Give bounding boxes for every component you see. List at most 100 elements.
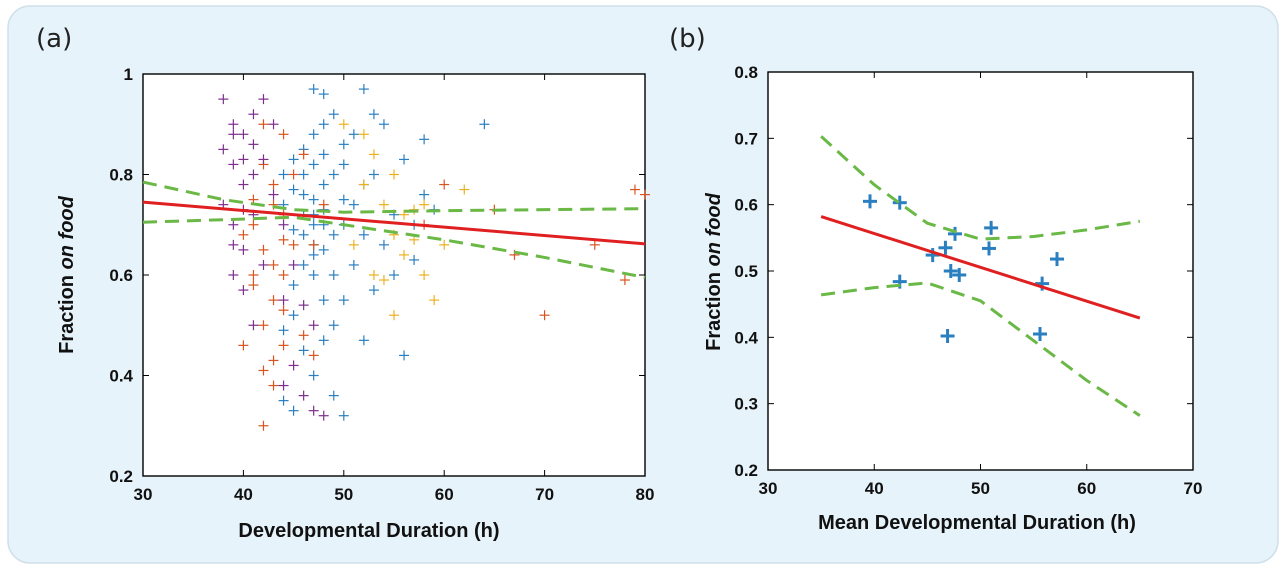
x-tick-label: 70 bbox=[1184, 479, 1203, 498]
data-point bbox=[268, 119, 279, 130]
x-tick-label: 40 bbox=[865, 479, 884, 498]
data-point bbox=[479, 119, 490, 130]
y-tick-label: 0.6 bbox=[109, 266, 133, 285]
data-point bbox=[318, 179, 329, 190]
data-point bbox=[308, 239, 319, 250]
data-point bbox=[308, 84, 319, 95]
y-tick-label: 0.3 bbox=[734, 395, 758, 414]
data-point bbox=[318, 295, 329, 306]
data-point bbox=[328, 109, 339, 120]
data-point bbox=[429, 295, 440, 306]
data-point bbox=[419, 270, 430, 280]
x-tick-label: 60 bbox=[435, 485, 454, 504]
x-tick-label: 30 bbox=[134, 485, 153, 504]
data-point bbox=[238, 340, 249, 351]
data-point bbox=[268, 259, 279, 270]
data-point bbox=[308, 129, 319, 140]
data-point bbox=[298, 149, 309, 160]
y-tick-label: 0.4 bbox=[734, 328, 758, 347]
x-axis-title-a: Developmental Duration (h) bbox=[238, 520, 499, 542]
data-point bbox=[378, 275, 389, 286]
y-tick-labels-b: 0.2 0.3 0.4 0.5 0.6 0.7 0.8 bbox=[734, 63, 1193, 480]
data-point bbox=[589, 239, 600, 250]
data-point bbox=[258, 94, 269, 105]
panel-label-a: (a) bbox=[36, 24, 72, 54]
data-point bbox=[228, 129, 239, 140]
data-point bbox=[338, 159, 349, 170]
data-point bbox=[439, 239, 450, 250]
data-point bbox=[389, 310, 399, 321]
data-point bbox=[338, 139, 349, 150]
data-point bbox=[238, 285, 249, 296]
y-tick-label: 0.7 bbox=[734, 129, 758, 148]
data-point bbox=[308, 320, 319, 331]
data-point bbox=[439, 179, 450, 190]
data-point bbox=[368, 109, 379, 120]
data-point bbox=[938, 240, 953, 255]
y-tick-label: 0.8 bbox=[109, 166, 133, 185]
data-point bbox=[948, 226, 962, 241]
data-point bbox=[338, 410, 349, 421]
data-point bbox=[328, 320, 339, 331]
data-point bbox=[378, 119, 389, 130]
data-point bbox=[248, 280, 259, 291]
data-point bbox=[268, 189, 279, 200]
data-point bbox=[943, 264, 958, 278]
data-point bbox=[288, 154, 299, 165]
data-point bbox=[258, 420, 269, 431]
x-tick-label: 50 bbox=[971, 479, 990, 498]
y-axis-title-a: Fraction on food bbox=[56, 195, 78, 354]
panel-b: (b) 0.2 0.3 0.4 0.5 0.6 0.7 0.8 30 40 50 60 70 Mea… bbox=[669, 24, 1202, 534]
data-point bbox=[228, 159, 239, 170]
data-point bbox=[308, 159, 319, 170]
data-point bbox=[288, 239, 299, 250]
x-tick-labels-a: 30 40 50 60 70 80 bbox=[134, 74, 654, 504]
data-point bbox=[358, 229, 369, 240]
x-axis-title-b: Mean Developmental Duration (h) bbox=[818, 512, 1136, 534]
data-point bbox=[358, 179, 369, 190]
x-tick-label: 30 bbox=[759, 479, 778, 498]
data-point bbox=[348, 259, 359, 270]
data-point bbox=[308, 350, 319, 361]
data-point bbox=[308, 270, 319, 280]
data-point bbox=[238, 244, 249, 255]
x-tick-label: 40 bbox=[234, 485, 253, 504]
data-point bbox=[288, 169, 299, 180]
data-point bbox=[328, 229, 339, 240]
data-point bbox=[368, 149, 379, 160]
data-point bbox=[288, 184, 299, 195]
data-point bbox=[288, 280, 299, 291]
data-point bbox=[952, 267, 967, 282]
data-point bbox=[358, 335, 369, 346]
data-point bbox=[318, 335, 329, 346]
plot-marks-b bbox=[820, 135, 1141, 417]
data-point bbox=[318, 119, 329, 130]
data-point bbox=[288, 259, 299, 270]
data-point bbox=[248, 169, 259, 180]
data-point bbox=[1050, 252, 1064, 267]
data-point bbox=[308, 194, 319, 205]
data-point bbox=[258, 320, 269, 331]
fit-line bbox=[142, 200, 646, 246]
data-point bbox=[318, 89, 329, 100]
data-point bbox=[228, 239, 239, 250]
data-point bbox=[308, 370, 319, 381]
data-point bbox=[268, 179, 279, 190]
data-point bbox=[399, 209, 410, 220]
x-tick-label: 70 bbox=[535, 485, 554, 504]
data-point bbox=[419, 134, 430, 145]
data-point bbox=[308, 219, 319, 230]
data-point bbox=[278, 219, 289, 230]
data-point bbox=[419, 199, 430, 210]
data-point bbox=[318, 199, 329, 210]
data-point bbox=[218, 144, 229, 155]
fit-line bbox=[820, 215, 1141, 320]
data-point bbox=[258, 244, 269, 255]
data-point bbox=[399, 154, 410, 165]
y-axis-title-b-prefix: Fraction bbox=[703, 266, 725, 350]
y-tick-label: 0.2 bbox=[109, 467, 133, 486]
data-point bbox=[389, 169, 399, 180]
data-point bbox=[298, 390, 309, 401]
data-point bbox=[278, 234, 289, 245]
y-tick-label: 0.6 bbox=[734, 196, 758, 215]
